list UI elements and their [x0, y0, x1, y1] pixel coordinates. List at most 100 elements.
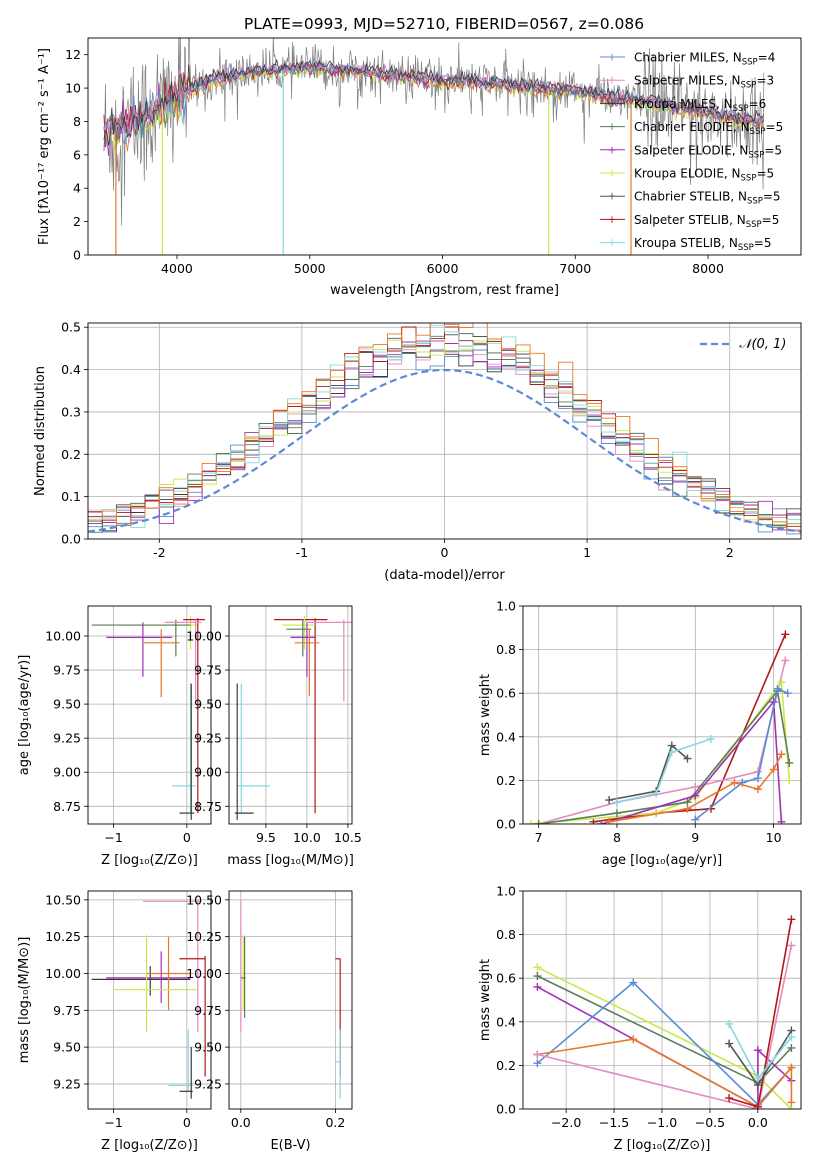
y-tick-label: 1.0 [496, 599, 516, 614]
weight-line [537, 986, 792, 1109]
weight-point [725, 1019, 734, 1028]
error-cross [172, 683, 196, 814]
weight-point [612, 809, 621, 818]
legend-subscript: SSP [742, 58, 758, 68]
y-tick-label: 9.75 [194, 663, 222, 678]
y-axis-label: age [log₁₀(age/yr)] [17, 655, 32, 776]
y-tick-label: 9.50 [53, 697, 81, 712]
error-cross [106, 951, 191, 1003]
weight-series [605, 750, 786, 824]
error-cross [91, 966, 191, 996]
x-tick-label: -2 [153, 545, 165, 560]
y-axis-label: mass weight [478, 674, 493, 756]
y-tick-label: 9.25 [53, 1076, 81, 1091]
y-tick-label: 0.4 [496, 1014, 516, 1029]
weight-point [777, 750, 786, 759]
legend-text: Salpeter MILES, N [634, 74, 741, 88]
normal-curve [88, 368, 801, 533]
legend-value: =3 [756, 74, 774, 88]
y-tick-label: 0.8 [496, 927, 516, 942]
y-tick-label: 0.6 [496, 971, 516, 986]
legend-label: Salpeter STELIB, NSSP=5 [634, 213, 779, 230]
error-cross [282, 615, 316, 650]
x-tick-label: 0 [183, 830, 191, 845]
weight-series [533, 1035, 796, 1109]
axes-frame [87, 322, 802, 540]
weight-line [530, 680, 791, 824]
panel-weight-Z: −2.0 −1.5 −1.0 −0.5 0.0 0.0 0.2 0.4 0.6 0.8 1.0 Z [… [478, 884, 802, 1153]
y-tick-label: 10.00 [186, 628, 222, 643]
legend-subscript: SSP [746, 220, 762, 230]
error-cross [142, 629, 180, 698]
residual-histogram [88, 323, 801, 525]
legend-label: Salpeter MILES, NSSP=3 [634, 74, 774, 91]
weight-point [683, 804, 692, 813]
weight-point [533, 972, 542, 981]
weight-series [533, 941, 796, 1109]
error-cross [91, 619, 191, 657]
x-tick-label: 6000 [427, 261, 459, 276]
x-axis-label: Z [log₁₀(Z/Z⊙)] [614, 1138, 711, 1153]
legend-value: =5 [763, 190, 781, 204]
y-tick-label: 8.75 [53, 799, 81, 814]
y-tick-label: 4 [73, 181, 81, 196]
legend-subscript: SSP [747, 197, 763, 207]
weight-point [533, 1059, 542, 1068]
axes-frame [228, 890, 353, 1110]
weight-line [538, 689, 791, 824]
y-axis-label: mass weight [478, 959, 493, 1041]
y-tick-label: 8 [73, 114, 81, 129]
x-tick-label: 9 [691, 830, 699, 845]
y-tick-label: 10.25 [186, 929, 222, 944]
panel-spectrum: 4000 5000 6000 7000 8000 0 2 4 6 8 10 12 wavelength … [37, 37, 802, 298]
weight-point [605, 796, 614, 805]
plot-area [88, 606, 211, 824]
weight-point [787, 1043, 796, 1052]
error-cross [179, 1047, 193, 1099]
legend-text: Kroupa STELIB, N [634, 236, 738, 250]
y-tick-label: 9.50 [194, 1040, 222, 1055]
y-tick-label: 10.50 [186, 892, 222, 907]
error-cross [240, 936, 246, 1018]
y-tick-label: 12 [65, 47, 81, 62]
weight-point [753, 1046, 762, 1055]
y-tick-label: 9.75 [194, 1003, 222, 1018]
weight-line [537, 1038, 793, 1108]
weight-point [533, 1050, 542, 1059]
model-spectrum [103, 58, 765, 146]
legend-value: =5 [762, 213, 780, 227]
legend-subscript: SSP [738, 243, 754, 253]
error-cross [274, 618, 328, 814]
x-axis-label: Z [log₁₀(Z/Z⊙)] [101, 1138, 198, 1153]
plot-area [523, 891, 801, 1109]
legend-label: Chabrier MILES, NSSP=4 [634, 51, 775, 68]
weight-series [534, 687, 794, 824]
y-tick-label: 0.8 [496, 642, 516, 657]
legend-value: =5 [756, 167, 774, 181]
plot-area [229, 606, 352, 824]
plot-area [103, 38, 765, 255]
legend-subscript: SSP [750, 127, 766, 137]
y-tick-label: 2 [73, 214, 81, 229]
weight-series [589, 630, 790, 824]
x-tick-label: 5000 [294, 261, 326, 276]
x-tick-label: 0.2 [325, 1115, 345, 1130]
weight-point [753, 774, 762, 783]
legend-text: Salpeter ELODIE, N [634, 143, 748, 157]
weight-point [785, 758, 794, 767]
legend-text: Salpeter STELIB, N [634, 213, 746, 227]
legend-label: Kroupa STELIB, NSSP=5 [634, 236, 772, 253]
plot-area [88, 323, 801, 539]
legend-subscript: SSP [748, 150, 764, 160]
legend-label: 𝒩(0, 1) [739, 337, 786, 352]
weight-point [533, 982, 542, 991]
legend-text: Chabrier MILES, N [634, 51, 742, 65]
plot-area [88, 891, 211, 1109]
x-tick-label: 4000 [161, 261, 193, 276]
weight-point [597, 820, 606, 824]
error-cross [306, 619, 352, 702]
y-tick-label: 9.00 [53, 765, 81, 780]
y-tick-label: 9.25 [53, 731, 81, 746]
weight-point [725, 1039, 734, 1048]
error-cross [290, 622, 316, 677]
